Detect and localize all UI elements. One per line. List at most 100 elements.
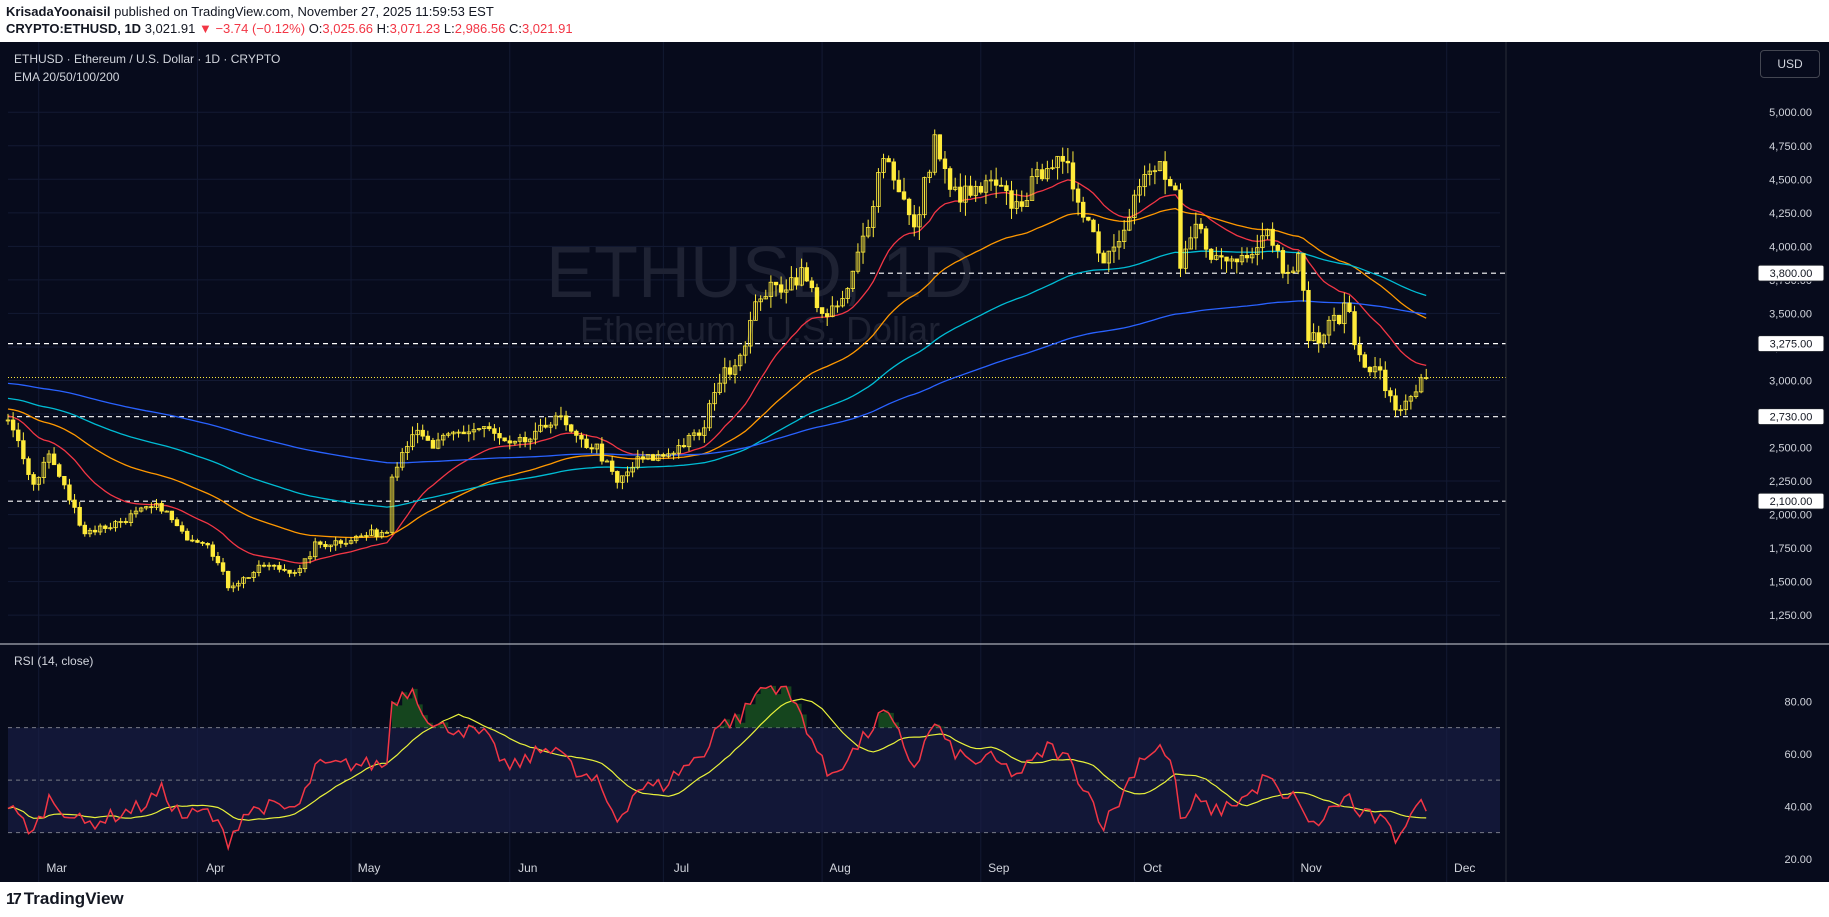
candle-body [179, 525, 185, 532]
high-label: H: [376, 21, 390, 36]
candle-body [630, 466, 635, 473]
candle-body [835, 305, 840, 308]
candle-body [328, 544, 333, 548]
ema100-line [7, 250, 1427, 508]
candle-body [978, 185, 983, 193]
candle-body [5, 419, 11, 422]
candle-body [517, 437, 523, 442]
candle-body [686, 434, 692, 448]
currency-button[interactable]: USD [1760, 50, 1820, 78]
candle-body [1255, 247, 1260, 255]
candle-body [251, 572, 256, 578]
level-price-tag [1757, 492, 1825, 510]
candle-body [1347, 302, 1352, 313]
candle-body [410, 434, 415, 447]
candle-body [604, 460, 610, 463]
chart-legend-title: ETHUSD · Ethereum / U.S. Dollar · 1D · C… [14, 52, 281, 66]
candle-body [1004, 185, 1009, 192]
candle-body [922, 177, 927, 216]
candle-body [440, 434, 446, 441]
ema200-line [7, 300, 1427, 464]
candle-body [850, 270, 855, 289]
candle-body [676, 445, 681, 454]
candle-body [1183, 248, 1188, 269]
candle-body [1209, 248, 1214, 260]
candle-body [814, 287, 820, 309]
candle-body [697, 432, 702, 436]
candle-body [1229, 258, 1234, 262]
high-value: 3,071.23 [389, 21, 441, 36]
price-axis-bg [1506, 42, 1829, 882]
author-name[interactable]: KrisadaYoonaisil [6, 4, 111, 19]
candle-body [128, 513, 134, 523]
candle-body [1367, 366, 1373, 373]
candle-body [1234, 258, 1239, 263]
time-axis-label: Apr [206, 861, 225, 875]
candle-body [932, 134, 937, 173]
time-axis-label: May [358, 861, 381, 875]
rsi-legend[interactable]: RSI (14, close) [14, 654, 94, 668]
ohlc-line: CRYPTO:ETHUSD, 1D 3,021.91 ▼ −3.74 (−0.1… [6, 21, 573, 36]
candle-body [1249, 254, 1255, 259]
candle-body [72, 499, 77, 508]
candle-body [953, 186, 958, 190]
candle-body [272, 564, 277, 567]
candle-body [640, 456, 646, 460]
candle-body [220, 562, 226, 572]
candle-body [87, 529, 93, 535]
price-tick-label: 3,000.00 [1769, 375, 1812, 387]
ema50-line [7, 207, 1427, 539]
candle-body [394, 466, 400, 478]
rsi-tick-label: 80.00 [1784, 696, 1812, 708]
candle-body [896, 179, 902, 193]
candle-body [236, 582, 241, 587]
candle-body [256, 564, 262, 573]
candle-body [497, 433, 502, 439]
candle-body [563, 415, 569, 426]
candle-body [405, 445, 410, 453]
candle-body [650, 454, 656, 461]
candle-body [1214, 255, 1219, 260]
candle-body [481, 426, 487, 429]
ema-legend[interactable]: EMA 20/50/100/200 [14, 70, 120, 84]
candle-body [384, 531, 390, 534]
candle-body [1106, 250, 1111, 264]
candle-body [558, 415, 564, 418]
rsi-tick-label: 60.00 [1784, 749, 1812, 761]
candle-body [302, 558, 308, 570]
tradingview-logo[interactable]: 17 TradingView [6, 889, 124, 909]
candle-body [1137, 186, 1142, 196]
tradingview-logo-text: TradingView [23, 889, 124, 908]
candle-body [758, 298, 763, 303]
candle-body [737, 354, 743, 367]
candle-body [492, 428, 497, 434]
price-tick-label: 1,500.00 [1769, 577, 1812, 589]
candle-body [1403, 400, 1408, 411]
candle-body [840, 298, 845, 307]
candle-body [103, 525, 108, 529]
low-label: L: [443, 21, 455, 36]
candle-body [1270, 228, 1275, 246]
candle-body [323, 544, 328, 548]
footer: 17 TradingView [0, 882, 1829, 917]
candle-body [620, 475, 625, 483]
candle-body [10, 419, 16, 431]
candles [5, 129, 1429, 593]
candle-body [1045, 168, 1050, 180]
candle-body [522, 437, 528, 443]
price-tick-label: 3,500.00 [1769, 308, 1812, 320]
candle-body [92, 529, 98, 533]
candle-body [1398, 409, 1403, 412]
candle-body [446, 433, 451, 436]
symbol-line: CRYPTO:ETHUSD, 1D [6, 21, 142, 36]
candle-body [1157, 161, 1163, 172]
price-tick-label: 4,750.00 [1769, 141, 1812, 153]
candle-body [1173, 185, 1178, 191]
candle-body [1219, 255, 1224, 258]
candle-body [1024, 200, 1030, 207]
rsi-line [7, 684, 1427, 852]
candle-body [1290, 270, 1296, 273]
candle-body [1388, 390, 1393, 397]
